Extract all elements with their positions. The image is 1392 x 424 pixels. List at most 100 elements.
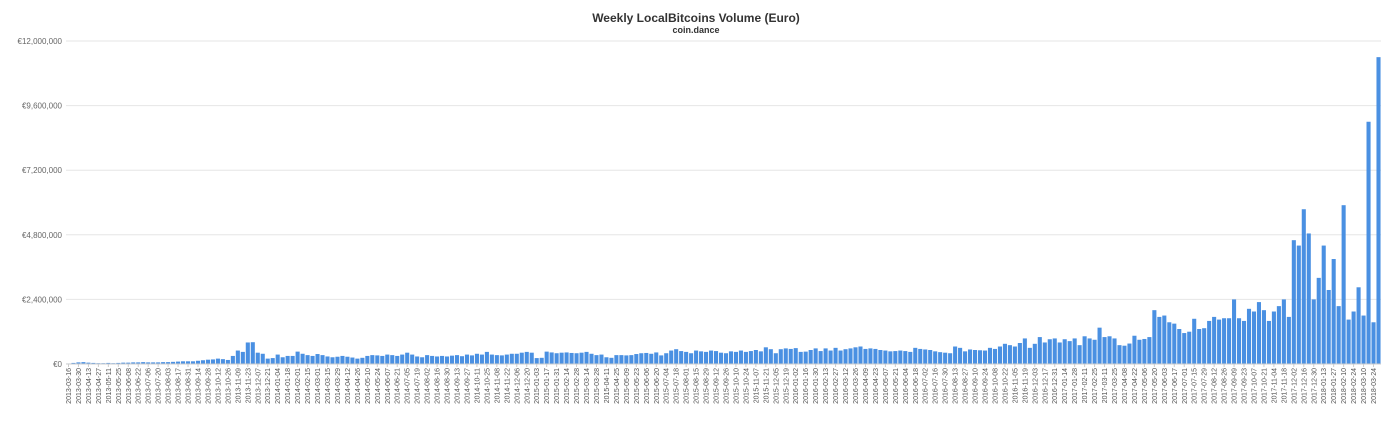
bar (793, 348, 798, 364)
bar (340, 355, 345, 364)
bar (863, 348, 868, 364)
bar (415, 356, 420, 364)
x-tick-label: 2016-11-05 (1012, 368, 1019, 403)
bar (1162, 315, 1167, 364)
x-tick-label: 2018-01-27 (1331, 368, 1338, 404)
x-tick-label: 2014-10-11 (474, 368, 481, 403)
bar (151, 362, 156, 364)
bar (644, 352, 649, 364)
bar (883, 350, 888, 364)
bar (121, 362, 126, 364)
bar (738, 350, 743, 364)
bar (1192, 318, 1197, 364)
x-tick-label: 2017-11-04 (1271, 368, 1278, 403)
bar (684, 351, 689, 364)
bar (803, 351, 808, 364)
x-tick-label: 2013-04-27 (96, 368, 103, 404)
x-tick-label: 2014-04-26 (355, 368, 362, 404)
bar (1117, 345, 1122, 364)
bar (355, 358, 360, 364)
bar (1251, 311, 1257, 364)
x-tick-label: 2017-03-25 (1112, 368, 1119, 404)
y-tick-label: €9,600,000 (22, 102, 63, 111)
x-tick-label: 2015-09-26 (723, 368, 730, 404)
bar (624, 355, 629, 364)
bar (529, 352, 534, 364)
bar (325, 356, 330, 364)
x-tick-label: 2018-03-24 (1371, 368, 1378, 404)
x-tick-label: 2017-12-16 (1301, 368, 1308, 404)
bar (1232, 299, 1237, 364)
x-tick-label: 2016-02-27 (833, 368, 840, 404)
bar (1301, 209, 1306, 364)
bar (938, 352, 943, 364)
x-tick-label: 2017-01-28 (1072, 368, 1079, 404)
x-tick-label: 2016-10-22 (1002, 368, 1009, 404)
bar (928, 350, 933, 364)
bar (76, 362, 81, 364)
bar (808, 350, 813, 364)
bar (584, 351, 589, 364)
x-tick-label: 2014-08-16 (435, 368, 442, 404)
bar (390, 355, 395, 364)
bar (290, 355, 295, 364)
bar (345, 356, 350, 364)
bar (539, 357, 544, 364)
x-tick-label: 2016-05-07 (883, 368, 890, 404)
bar (1212, 316, 1217, 364)
x-tick-label: 2014-03-01 (315, 368, 322, 404)
bar (250, 342, 255, 364)
x-tick-label: 2015-01-17 (544, 368, 551, 404)
bar (713, 351, 719, 364)
x-tick-label: 2016-12-17 (1042, 368, 1049, 404)
x-tick-label: 2013-07-20 (156, 368, 163, 404)
bar (868, 348, 873, 364)
bar (395, 355, 400, 364)
bar (310, 355, 315, 364)
x-tick-label: 2017-06-17 (1172, 368, 1179, 404)
x-tick-label: 2017-03-11 (1102, 368, 1109, 403)
bar (504, 354, 509, 364)
x-tick-label: 2016-08-13 (953, 368, 960, 404)
bar (449, 355, 455, 364)
bar (220, 359, 225, 364)
bar (86, 362, 91, 364)
bar (878, 350, 883, 364)
x-tick-label: 2015-09-12 (714, 368, 721, 404)
gridlines (66, 40, 1381, 365)
bar (1092, 339, 1097, 364)
bar (903, 351, 908, 364)
x-tick-label: 2013-11-09 (235, 368, 242, 403)
x-tick-label: 2017-04-08 (1122, 368, 1129, 404)
x-tick-label: 2015-08-15 (694, 368, 701, 404)
bar (813, 348, 818, 364)
bar (1007, 345, 1012, 364)
x-tick-label: 2014-12-06 (514, 368, 521, 404)
bar (1112, 338, 1117, 364)
bar (1152, 310, 1157, 364)
bar (315, 354, 320, 364)
y-tick-label: €7,200,000 (22, 166, 63, 175)
bar (494, 355, 499, 364)
bar (948, 353, 953, 364)
bar (1002, 343, 1007, 364)
bar (958, 347, 963, 364)
x-tick-label: 2016-04-23 (873, 368, 880, 404)
bar (1122, 345, 1127, 364)
bar (1351, 311, 1356, 364)
x-tick-label: 2016-03-12 (843, 368, 850, 404)
bar (519, 352, 524, 364)
bar (1142, 338, 1147, 364)
bar (997, 346, 1002, 364)
bar (953, 346, 958, 364)
bar (385, 354, 390, 364)
bar (973, 350, 978, 364)
bar (559, 352, 564, 364)
bar (265, 358, 270, 364)
bar (405, 352, 410, 364)
x-tick-label: 2015-05-09 (624, 368, 631, 404)
bar (335, 356, 340, 364)
x-tick-label: 2014-09-27 (464, 368, 471, 404)
bar (1237, 318, 1242, 364)
